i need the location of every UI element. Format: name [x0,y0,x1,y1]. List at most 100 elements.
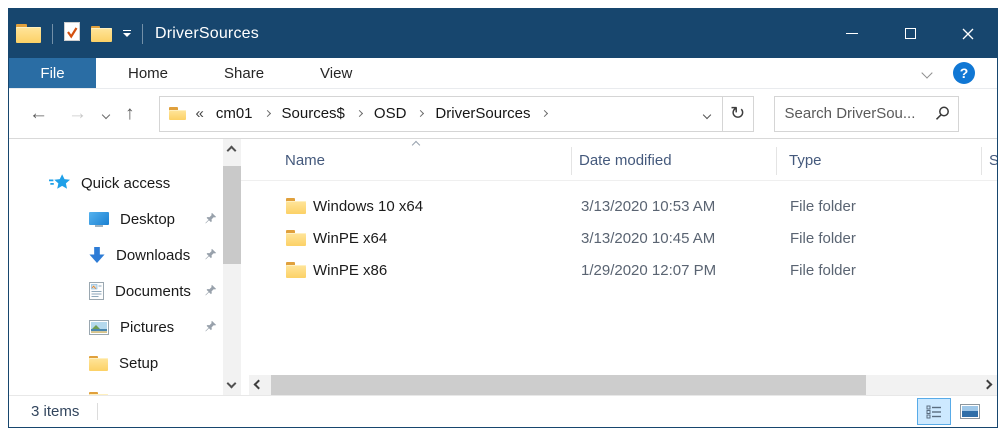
pin-icon [205,320,217,332]
sidebar-item-label: Setup [119,354,159,372]
breadcrumb: « cm01 Sources$ OSD DriverSources [195,105,549,122]
window-title: DriverSources [155,24,259,42]
sidebar-item-label: Quick access [81,174,171,192]
breadcrumb-chevron-icon[interactable] [541,109,549,118]
sidebar-item-desktop[interactable]: Desktop [9,201,223,237]
close-icon [962,28,974,39]
folder-icon [89,391,108,395]
help-button[interactable]: ? [953,62,975,84]
quick-access-toolbar [9,21,143,46]
sidebar-item-label: Documents [115,282,191,300]
scroll-left-icon[interactable] [253,379,264,390]
quick-access-star-icon [49,174,70,192]
breadcrumb-chevron-icon[interactable] [417,109,425,118]
folder-icon [286,198,306,214]
large-icons-view-icon [960,404,980,419]
refresh-button[interactable]: ↻ [729,103,746,124]
folder-icon [89,355,108,371]
sidebar-item-partial[interactable] [9,381,223,395]
column-header-date-modified[interactable]: Date modified [579,152,672,169]
scroll-up-icon[interactable] [226,145,237,156]
tab-file[interactable]: File [9,58,96,88]
file-row-windows-10-x64[interactable]: Windows 10 x64 3/13/2020 10:53 AM File f… [241,191,997,223]
search-box[interactable] [773,95,959,132]
address-dropdown-chevron-icon[interactable] [692,105,722,123]
column-header-name[interactable]: Name [285,152,326,169]
up-button[interactable]: ↑ [125,103,135,124]
column-header-size-partial[interactable]: S [989,152,997,169]
main-area: Quick access Desktop Downloads Documents [9,139,997,395]
recent-locations-chevron-icon[interactable] [97,105,115,123]
qat-separator [142,23,143,44]
search-input[interactable] [784,105,935,122]
sidebar-scrollbar[interactable] [223,139,241,395]
pin-icon [205,212,217,224]
window-controls [823,9,997,58]
column-header-type[interactable]: Type [789,152,822,169]
file-list-horizontal-scrollbar[interactable] [249,375,997,395]
sidebar-item-label: Downloads [116,246,191,264]
ribbon-tab-bar: File Home Share View ? [9,58,997,89]
file-date-modified: 3/13/2020 10:53 AM [581,198,716,215]
forward-button[interactable]: → [68,103,87,124]
sort-ascending-icon [411,140,421,150]
breadcrumb-chevron-icon[interactable] [263,109,271,118]
column-headers: Name Date modified Type S [241,139,997,181]
scroll-down-icon[interactable] [226,378,237,389]
file-date-modified: 1/29/2020 12:07 PM [581,262,717,279]
desktop-icon [89,211,109,227]
column-divider[interactable] [776,147,777,175]
large-icons-view-button[interactable] [953,398,987,425]
breadcrumb-overflow[interactable]: « [195,105,204,122]
explorer-app-folder-icon [16,24,41,43]
maximize-button[interactable] [881,9,939,58]
file-type: File folder [790,198,856,215]
scrollbar-thumb[interactable] [271,375,866,395]
tab-share[interactable]: Share [224,64,265,82]
search-icon[interactable] [935,106,950,121]
close-button[interactable] [939,9,997,58]
sidebar-item-downloads[interactable]: Downloads [9,237,223,273]
properties-check-icon[interactable] [64,21,80,46]
scrollbar-thumb[interactable] [223,166,241,264]
scroll-right-icon[interactable] [982,379,993,390]
maximize-icon [904,28,916,39]
breadcrumb-item-osd[interactable]: OSD [373,105,407,122]
column-divider[interactable] [571,147,572,175]
back-button[interactable]: ← [29,103,48,124]
sidebar-item-pictures[interactable]: Pictures [9,309,223,345]
documents-icon [89,282,104,300]
details-view-button[interactable] [917,398,951,425]
sidebar-item-label: Pictures [120,318,175,336]
breadcrumb-item-sources[interactable]: Sources$ [281,105,345,122]
navigation-pane: Quick access Desktop Downloads Documents [9,139,223,395]
status-separator [97,403,99,420]
sidebar-item-quick-access[interactable]: Quick access [9,165,223,201]
folder-icon [286,262,306,278]
address-separator [721,96,723,131]
file-row-winpe-x86[interactable]: WinPE x86 1/29/2020 12:07 PM File folder [241,255,997,287]
file-row-winpe-x64[interactable]: WinPE x64 3/13/2020 10:45 AM File folder [241,223,997,255]
folder-icon [286,230,306,246]
downloads-arrow-icon [89,246,105,264]
column-divider[interactable] [981,147,982,175]
breadcrumb-item-cm01[interactable]: cm01 [215,105,253,122]
file-list: Name Date modified Type S Windows 10 x64… [241,139,997,395]
sidebar-item-documents[interactable]: Documents [9,273,223,309]
sidebar-item-setup[interactable]: Setup [9,345,223,381]
breadcrumb-item-driversources[interactable]: DriverSources [435,105,531,122]
file-date-modified: 3/13/2020 10:45 AM [581,230,716,247]
tab-home[interactable]: Home [128,64,169,82]
address-toolbar: ← → ↑ « cm01 Sources$ OSD DriverSources … [9,89,997,139]
pin-icon [205,284,217,296]
breadcrumb-chevron-icon[interactable] [355,109,363,118]
tab-view[interactable]: View [320,64,353,82]
minimize-button[interactable] [823,9,881,58]
customize-qat-dropdown-icon[interactable] [123,30,131,37]
address-bar[interactable]: « cm01 Sources$ OSD DriverSources ↻ [158,95,754,132]
collapse-ribbon-chevron-icon[interactable] [921,67,933,79]
file-name: Windows 10 x64 [313,198,424,215]
view-toggles [917,398,987,425]
pictures-icon [89,319,109,335]
new-folder-icon[interactable] [91,25,112,42]
